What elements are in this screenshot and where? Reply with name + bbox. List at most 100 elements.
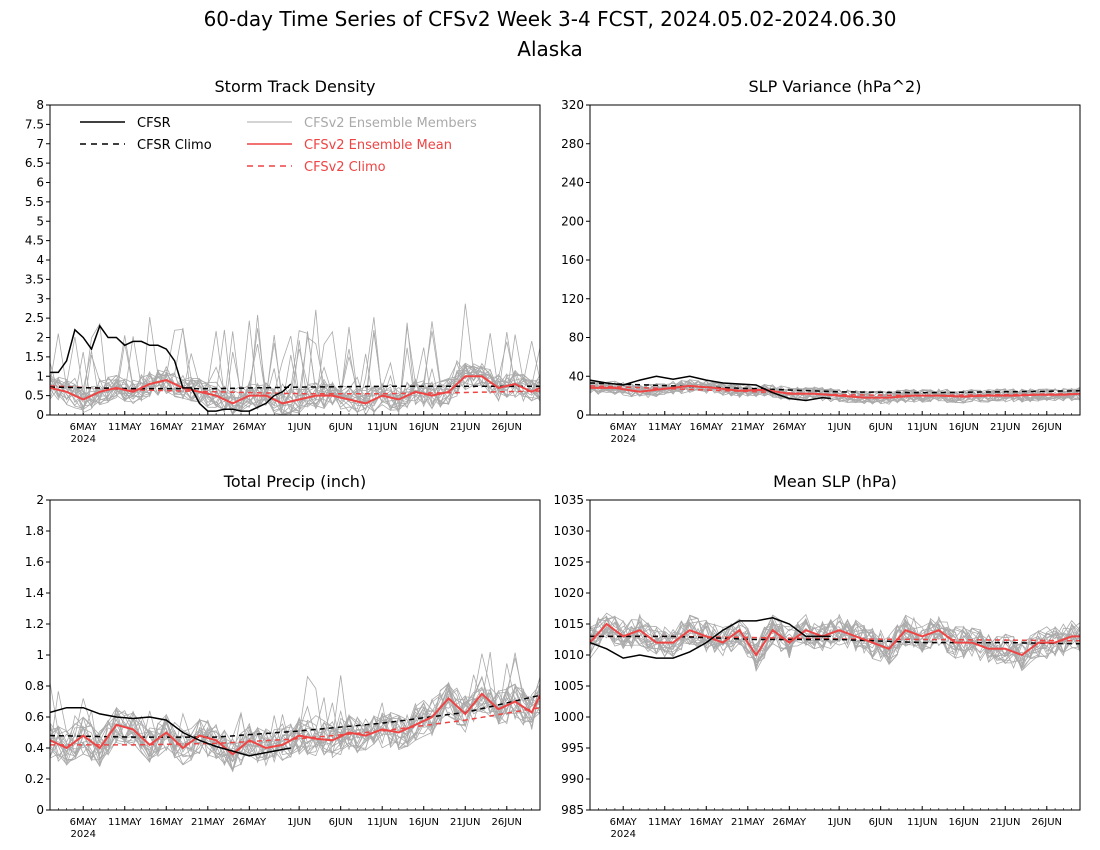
panel-title: Total Precip (inch)	[223, 472, 366, 491]
series-line-cfsr	[50, 324, 292, 412]
series-lines	[50, 324, 540, 412]
x-tick-label: 21JUN	[450, 422, 480, 433]
x-tick-label: 16MAY	[150, 817, 184, 828]
figure-subtitle: Alaska	[517, 37, 582, 61]
y-tick-label: 0.2	[25, 772, 44, 786]
x-tick-label: 1JUN	[827, 817, 851, 828]
series-line-cfsr-climo	[590, 635, 1080, 645]
legend: CFSR CFSR Climo CFSv2 Ensemble Members CFSv…	[80, 116, 477, 175]
ensemble-member-line	[590, 379, 1080, 404]
y-axis: 0 40 80 120 160 200 240 280 320	[561, 98, 590, 422]
y-tick-label: 1035	[553, 493, 584, 507]
y-tick-label: 1.5	[25, 350, 44, 364]
y-tick-label: 200	[561, 214, 584, 228]
x-tick-label: 11JUN	[907, 817, 937, 828]
y-tick-label: 240	[561, 176, 584, 190]
plot-frame	[49, 104, 541, 416]
y-tick-label: 1000	[553, 710, 584, 724]
y-tick-label: 2	[36, 331, 44, 345]
x-tick-label: 6MAY	[70, 817, 98, 828]
legend-label: CFSR Climo	[137, 138, 212, 153]
series-lines	[590, 617, 1080, 659]
panel-storm-track-density: Storm Track Density 0 0.5 1 1.5 2 2.5 3 3.5 4 4.5…	[25, 77, 541, 445]
x-tick-label: 21JUN	[990, 817, 1020, 828]
y-tick-label: 40	[569, 369, 584, 383]
series-lines	[50, 692, 540, 757]
y-tick-label: 990	[561, 772, 584, 786]
y-tick-label: 1010	[553, 648, 584, 662]
plot-frame	[49, 499, 541, 811]
panel-title: Mean SLP (hPa)	[773, 472, 897, 491]
x-tick-label: 11MAY	[648, 422, 682, 433]
y-tick-label: 280	[561, 137, 584, 151]
x-tick-label: 1JUN	[287, 422, 311, 433]
x-tick-label: 11JUN	[367, 817, 397, 828]
y-tick-label: 6	[36, 176, 44, 190]
y-tick-label: 7.5	[25, 117, 44, 131]
series-line-cfsr	[590, 375, 831, 402]
x-tick-label: 21MAY	[191, 817, 225, 828]
x-tick-label: 21MAY	[191, 422, 225, 433]
series-line-cfsv2-climo	[50, 706, 540, 746]
plot-frame	[589, 499, 1081, 811]
ensemble-member-line	[590, 616, 1080, 670]
series-line-cfsv2-ensemble-mean	[50, 692, 540, 756]
x-tick-label: 6MAY	[610, 422, 638, 433]
y-tick-label: 2	[36, 493, 44, 507]
plot-frame	[589, 104, 1081, 416]
y-tick-label: 1.4	[25, 586, 44, 600]
x-tick-label: 16JUN	[948, 422, 978, 433]
figure-title: 60-day Time Series of CFSv2 Week 3-4 FCS…	[204, 7, 897, 31]
x-tick-label: 16JUN	[948, 817, 978, 828]
y-tick-label: 1.8	[25, 524, 44, 538]
ensemble-member-line	[50, 348, 540, 415]
y-tick-label: 1005	[553, 679, 584, 693]
legend-label: CFSv2 Climo	[304, 160, 386, 175]
y-tick-label: 1	[36, 648, 44, 662]
y-tick-label: 3.5	[25, 272, 44, 286]
y-tick-label: 6.5	[25, 156, 44, 170]
y-tick-label: 0	[576, 408, 584, 422]
y-tick-label: 985	[561, 803, 584, 817]
x-tick-label: 11MAY	[108, 422, 142, 433]
x-tick-label: 26JUN	[1032, 817, 1062, 828]
y-axis: 985 990 995 1000 1005 1010 1015 1020 1025 1030 103…	[553, 493, 590, 817]
y-tick-label: 1.2	[25, 617, 44, 631]
legend-label: CFSv2 Ensemble Members	[304, 116, 477, 131]
y-tick-label: 0.6	[25, 710, 44, 724]
x-tick-label: 11JUN	[367, 422, 397, 433]
y-tick-label: 995	[561, 741, 584, 755]
ensemble-member-line	[50, 314, 540, 410]
y-tick-label: 1	[36, 369, 44, 383]
x-tick-label: 16JUN	[408, 422, 438, 433]
y-tick-label: 4.5	[25, 234, 44, 248]
y-tick-label: 0.8	[25, 679, 44, 693]
panel-mean-slp: Mean SLP (hPa) 985 990 995 1000 1005 1010 1015…	[553, 472, 1081, 840]
series-line-cfsr	[50, 706, 291, 757]
x-tick-label: 21JUN	[990, 422, 1020, 433]
legend-label: CFSv2 Ensemble Mean	[304, 138, 452, 153]
ensemble-member-line	[50, 347, 540, 412]
y-tick-label: 1.6	[25, 555, 44, 569]
ensemble-member-line	[50, 652, 540, 767]
x-tick-label: 26MAY	[233, 422, 267, 433]
series-line-cfsv2-climo	[50, 385, 540, 395]
series-line-cfsv2-ensemble-mean	[50, 375, 540, 405]
ensemble-member-line	[50, 663, 540, 773]
x-tick-label: 6JUN	[869, 817, 893, 828]
y-tick-label: 320	[561, 98, 584, 112]
x-tick-label: 26MAY	[773, 817, 807, 828]
panel-slp-variance: SLP Variance (hPa^2) 0 40 80 120 160 200 240 28…	[561, 77, 1081, 445]
y-tick-label: 120	[561, 292, 584, 306]
x-tick-label: 11MAY	[648, 817, 682, 828]
x-tick-label: 16MAY	[690, 817, 724, 828]
y-tick-label: 80	[569, 331, 584, 345]
ensemble-members	[50, 303, 540, 415]
x-tick-label: 21JUN	[450, 817, 480, 828]
ensemble-member-line	[50, 331, 540, 412]
x-tick-label: 16MAY	[150, 422, 184, 433]
